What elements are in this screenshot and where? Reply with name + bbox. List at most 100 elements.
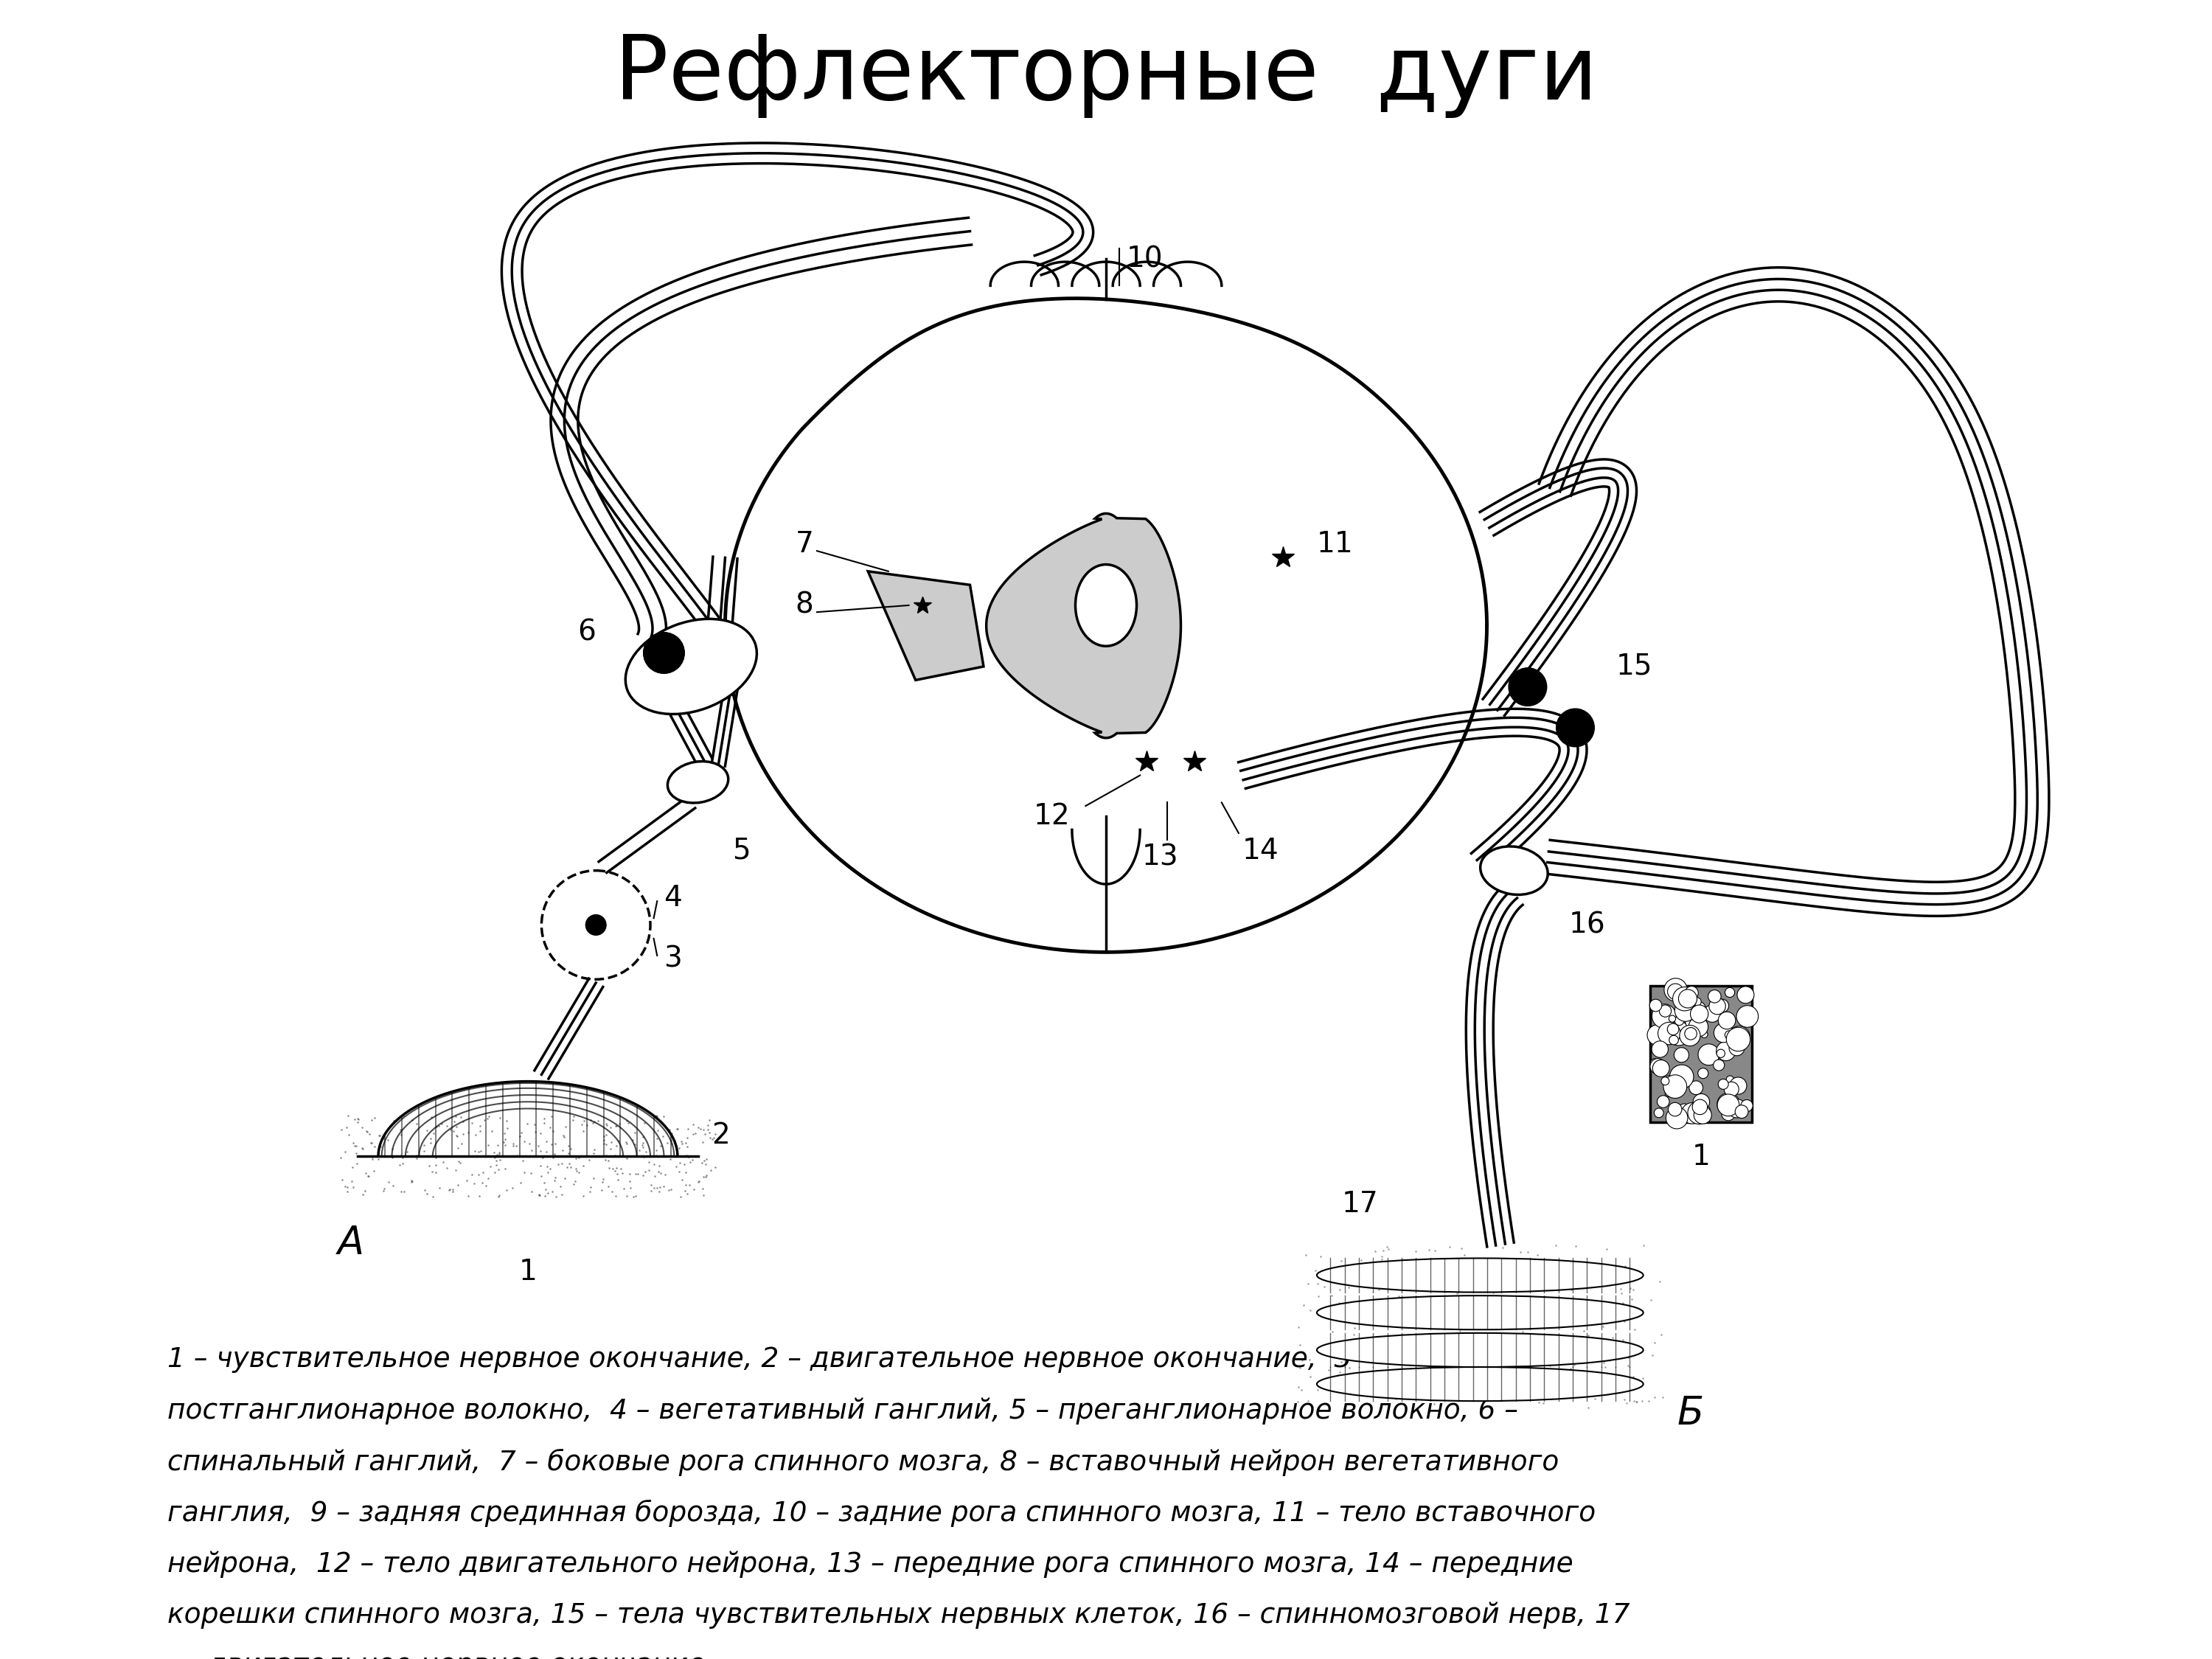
Text: – двигательное нервное окончание.: – двигательное нервное окончание. [168,1652,714,1659]
Circle shape [1743,1009,1752,1017]
Circle shape [1732,1034,1743,1044]
Circle shape [1721,989,1741,1009]
Circle shape [1655,1024,1672,1040]
Circle shape [1730,1024,1741,1035]
Circle shape [1728,1052,1750,1075]
Text: 5: 5 [732,836,750,864]
Polygon shape [867,571,984,680]
Circle shape [1670,1053,1692,1073]
Ellipse shape [626,619,757,713]
Text: А: А [338,1224,365,1262]
Circle shape [1703,1092,1721,1110]
Circle shape [1719,1065,1725,1073]
Circle shape [1728,1102,1750,1125]
Text: 16: 16 [1568,911,1606,939]
Text: 6: 6 [577,619,595,647]
Circle shape [1701,1052,1723,1075]
Circle shape [1734,1014,1754,1032]
Circle shape [1723,1058,1743,1080]
Ellipse shape [668,761,728,803]
Circle shape [1690,999,1701,1010]
Circle shape [1652,1055,1666,1068]
Text: 13: 13 [1141,843,1179,871]
Circle shape [1730,1057,1741,1068]
Circle shape [1721,995,1743,1019]
Circle shape [1652,1009,1666,1022]
Circle shape [1666,1027,1674,1037]
Circle shape [644,632,684,674]
Circle shape [1699,1067,1705,1073]
Circle shape [644,632,684,674]
Circle shape [1721,1103,1734,1117]
Circle shape [1652,1053,1668,1070]
Circle shape [1690,1034,1708,1052]
Circle shape [1710,1083,1728,1102]
Circle shape [1686,1042,1699,1055]
Circle shape [1719,1070,1730,1082]
Text: 11: 11 [1316,531,1354,557]
Circle shape [1668,1062,1686,1082]
Text: 3: 3 [664,946,681,972]
Circle shape [1710,1012,1723,1024]
Circle shape [1699,1053,1717,1070]
Circle shape [1674,1068,1697,1090]
Circle shape [1690,1009,1701,1019]
Circle shape [1681,1047,1688,1053]
Circle shape [1721,1009,1730,1017]
Ellipse shape [1316,1367,1644,1402]
Circle shape [1690,1052,1701,1063]
Circle shape [1655,999,1661,1005]
Circle shape [1694,1062,1710,1077]
Circle shape [1677,1105,1694,1121]
Ellipse shape [1075,564,1137,645]
Text: Рефлекторные  дуги: Рефлекторные дуги [615,32,1597,118]
Circle shape [1694,1052,1708,1067]
Polygon shape [987,514,1181,738]
Circle shape [1717,990,1732,1005]
Text: спинальный ганглий,  7 – боковые рога спинного мозга, 8 – вставочный нейрон веге: спинальный ганглий, 7 – боковые рога спи… [168,1448,1559,1477]
Circle shape [1723,1087,1732,1097]
Circle shape [1688,1012,1712,1037]
Circle shape [1659,1035,1674,1052]
Circle shape [1688,1007,1710,1030]
Circle shape [1557,708,1595,747]
Circle shape [1721,1062,1730,1072]
Circle shape [1703,1060,1728,1085]
Ellipse shape [1316,1258,1644,1292]
Ellipse shape [1480,846,1548,894]
Circle shape [1728,984,1743,999]
Circle shape [1732,1047,1743,1058]
Circle shape [1672,1047,1686,1058]
Text: Б: Б [1677,1394,1703,1433]
Text: 10: 10 [1126,246,1164,272]
Bar [1650,985,1752,1121]
Text: 4: 4 [664,884,681,912]
Text: 1: 1 [520,1258,538,1286]
Circle shape [1661,1022,1683,1045]
Circle shape [1734,1102,1759,1125]
Circle shape [1732,1015,1745,1029]
Text: 17: 17 [1340,1190,1378,1218]
Text: 15: 15 [1617,652,1652,680]
Text: нейрона,  12 – тело двигательного нейрона, 13 – передние рога спинного мозга, 14: нейрона, 12 – тело двигательного нейрона… [168,1551,1573,1578]
Ellipse shape [1316,1296,1644,1329]
Circle shape [1743,1034,1754,1047]
Circle shape [1652,1078,1666,1092]
Text: 14: 14 [1241,836,1279,864]
Circle shape [1683,1029,1692,1037]
Text: 8: 8 [796,591,814,619]
Circle shape [1641,1004,1666,1027]
Circle shape [1734,1027,1750,1044]
Circle shape [1719,1035,1725,1044]
Circle shape [1677,1057,1697,1077]
Circle shape [1701,1017,1710,1029]
Circle shape [1723,995,1741,1012]
Ellipse shape [1316,1334,1644,1367]
Circle shape [1670,1024,1688,1042]
Circle shape [1652,994,1674,1017]
Text: ганглия,  9 – задняя срединная борозда, 10 – задние рога спинного мозга, 11 – те: ганглия, 9 – задняя срединная борозда, 1… [168,1500,1595,1526]
Text: корешки спинного мозга, 15 – тела чувствительных нервных клеток, 16 – спинномозг: корешки спинного мозга, 15 – тела чувств… [168,1601,1630,1629]
Circle shape [1646,1048,1666,1068]
Circle shape [1717,1082,1741,1105]
Circle shape [1723,1048,1732,1058]
